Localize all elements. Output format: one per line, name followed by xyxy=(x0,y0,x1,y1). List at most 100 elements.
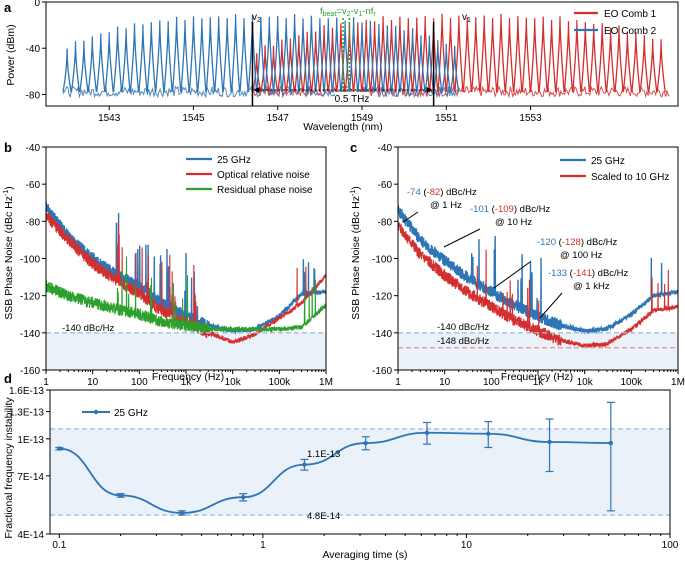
x-tick-label: 10k xyxy=(577,377,594,388)
x-tick-label: 0.1 xyxy=(52,540,66,551)
data-point xyxy=(240,495,246,500)
panel-a-xlabel: Wavelength (nm) xyxy=(303,121,383,133)
y-tick-label: 1.3E-13 xyxy=(9,408,44,419)
panel-c-ref148-label: -148 dBc/Hz xyxy=(437,336,490,347)
panel-d: 0.1 1 10 100 1.6E-13 1.3E-13 1E-13 7E-14 4E-14 xyxy=(9,386,679,551)
panel-d-legend: 25 GHz xyxy=(82,408,148,419)
y-tick-label: -80 xyxy=(26,217,41,228)
annot-1khz-at: @ 1 kHz xyxy=(573,281,610,292)
y-tick-label: -40 xyxy=(378,143,393,154)
y-tick-label: 1.6E-13 xyxy=(9,386,44,397)
panel-label-d: d xyxy=(4,371,12,386)
annot-10hz-at: @ 10 Hz xyxy=(495,217,532,228)
marker-v2-label: v2 xyxy=(252,12,261,24)
panel-label-b: b xyxy=(4,140,12,155)
x-tick-label: 1M xyxy=(319,377,333,388)
legend-b-residual: Residual phase noise xyxy=(217,185,313,196)
panel-c-xlabel: Frequency (Hz) xyxy=(501,371,573,383)
panel-b: 1 10 100 1k 10k 100k 1M -40 -60 -80 -100 -120 -140 -1… xyxy=(20,143,333,388)
marker-v1-label: v1 xyxy=(462,12,471,24)
data-point xyxy=(424,430,430,435)
series-scaled-to-10-ghz xyxy=(398,222,678,349)
panel-c-ylabel: SSB Phase Noise (dBc Hz-1) xyxy=(350,186,362,319)
panel-c-ref140-label: -140 dBc/Hz xyxy=(437,322,490,333)
span-arrowhead-right xyxy=(426,87,433,93)
y-tick-label: 1E-13 xyxy=(17,435,44,446)
x-tick-label: 1k xyxy=(181,377,193,388)
panel-label-c: c xyxy=(350,140,357,155)
legend-c-scaled: Scaled to 10 GHz xyxy=(591,172,669,183)
x-tick-label: 1 xyxy=(260,540,266,551)
panel-a-ylabel: Power (dBm) xyxy=(5,24,17,85)
data-point xyxy=(179,510,185,516)
span-label-bg xyxy=(335,92,369,104)
span-label: 0.5 THz xyxy=(335,94,370,105)
noise-floor-2 xyxy=(62,84,459,99)
y-tick-label: -40 xyxy=(26,143,41,154)
panel-b-xlabel: Frequency (Hz) xyxy=(152,371,224,383)
x-tick-label: 1 xyxy=(395,377,401,388)
x-tick-label: 1549 xyxy=(351,113,374,124)
span-arrowhead-left xyxy=(253,87,260,93)
data-point xyxy=(57,446,62,451)
x-tick-label: 1k xyxy=(533,377,545,388)
legend-c-25ghz: 25 GHz xyxy=(591,156,625,167)
y-tick-label: 4E-14 xyxy=(17,530,44,541)
y-tick-label: -140 xyxy=(372,329,392,340)
panel-label-a: a xyxy=(4,0,12,15)
panel-b-ylabel: SSB Phase Noise (dBc Hz-1) xyxy=(3,186,15,319)
panel-c-arrows xyxy=(402,211,563,319)
x-tick-label: 100 xyxy=(662,540,679,551)
region-below-ref xyxy=(398,332,678,370)
x-tick-label: 1M xyxy=(671,377,685,388)
panel-c-legend: 25 GHz Scaled to 10 GHz xyxy=(560,156,669,183)
data-point xyxy=(608,440,614,446)
x-tick-label: 100k xyxy=(620,377,643,388)
y-tick-label: -60 xyxy=(26,180,41,191)
legend-eo-comb-2: EO Comb 2 xyxy=(604,26,657,37)
y-tick-label: -80 xyxy=(378,217,393,228)
y-tick-label: -80 xyxy=(26,90,41,101)
legend-b-optical: Optical relative noise xyxy=(217,170,310,181)
series-25-ghz xyxy=(398,205,678,335)
panel-a-legend: EO Comb 1 EO Comb 2 xyxy=(574,9,657,37)
data-point xyxy=(547,439,552,445)
y-tick-label: -160 xyxy=(372,366,392,377)
x-tick-label: 100k xyxy=(268,377,291,388)
data-point xyxy=(302,462,307,467)
panel-c: 1 10 100 1k 10k 100k 1M -40 -60 -80 -100 -120 -140 -1… xyxy=(372,143,685,388)
panel-d-xlabel: Averaging time (s) xyxy=(322,549,407,561)
adev-curve xyxy=(59,431,611,514)
y-tick-label: 7E-14 xyxy=(17,472,44,483)
panel-a: 1543 1545 1547 1549 1551 1553 0 -40 -80 xyxy=(26,0,679,124)
legend-d-25ghz: 25 GHz xyxy=(114,408,148,419)
series-residual-phase-noise xyxy=(46,256,326,335)
data-point xyxy=(363,440,368,446)
y-tick-label: -100 xyxy=(372,255,392,266)
y-tick-label: -140 xyxy=(20,329,40,340)
panel-c-annotations: -74 (-82) dBc/Hz @ 1 Hz -101 (-109) dBc/… xyxy=(407,187,629,292)
y-tick-label: -40 xyxy=(26,44,41,55)
panel-d-ref-low-label: 4.8E-14 xyxy=(307,511,340,522)
y-tick-label: -120 xyxy=(372,292,392,303)
annot-1hz-at: @ 1 Hz xyxy=(430,200,462,211)
legend-b-25ghz: 25 GHz xyxy=(217,155,251,166)
panel-b-ref-label: -140 dBc/Hz xyxy=(62,323,115,334)
legend-eo-comb-1: EO Comb 1 xyxy=(604,9,657,20)
comb-lines-2 xyxy=(62,14,460,93)
data-point xyxy=(118,493,123,498)
x-tick-label: 100 xyxy=(131,377,148,388)
x-tick-label: 1 xyxy=(43,377,49,388)
panel-d-ylabel: Fractional frequency instability xyxy=(3,397,15,539)
data-point xyxy=(486,431,491,436)
annot-10hz: -101 (-109) dBc/Hz xyxy=(470,204,551,215)
annot-1hz: -74 (-82) dBc/Hz xyxy=(407,187,477,198)
x-tick-label: 1553 xyxy=(519,113,542,124)
y-tick-label: -160 xyxy=(20,366,40,377)
x-tick-label: 1547 xyxy=(267,113,290,124)
x-tick-label: 10k xyxy=(225,377,242,388)
region-below-ref xyxy=(46,332,326,370)
x-tick-label: 10 xyxy=(461,540,473,551)
annot-100hz-at: @ 100 Hz xyxy=(560,250,603,261)
